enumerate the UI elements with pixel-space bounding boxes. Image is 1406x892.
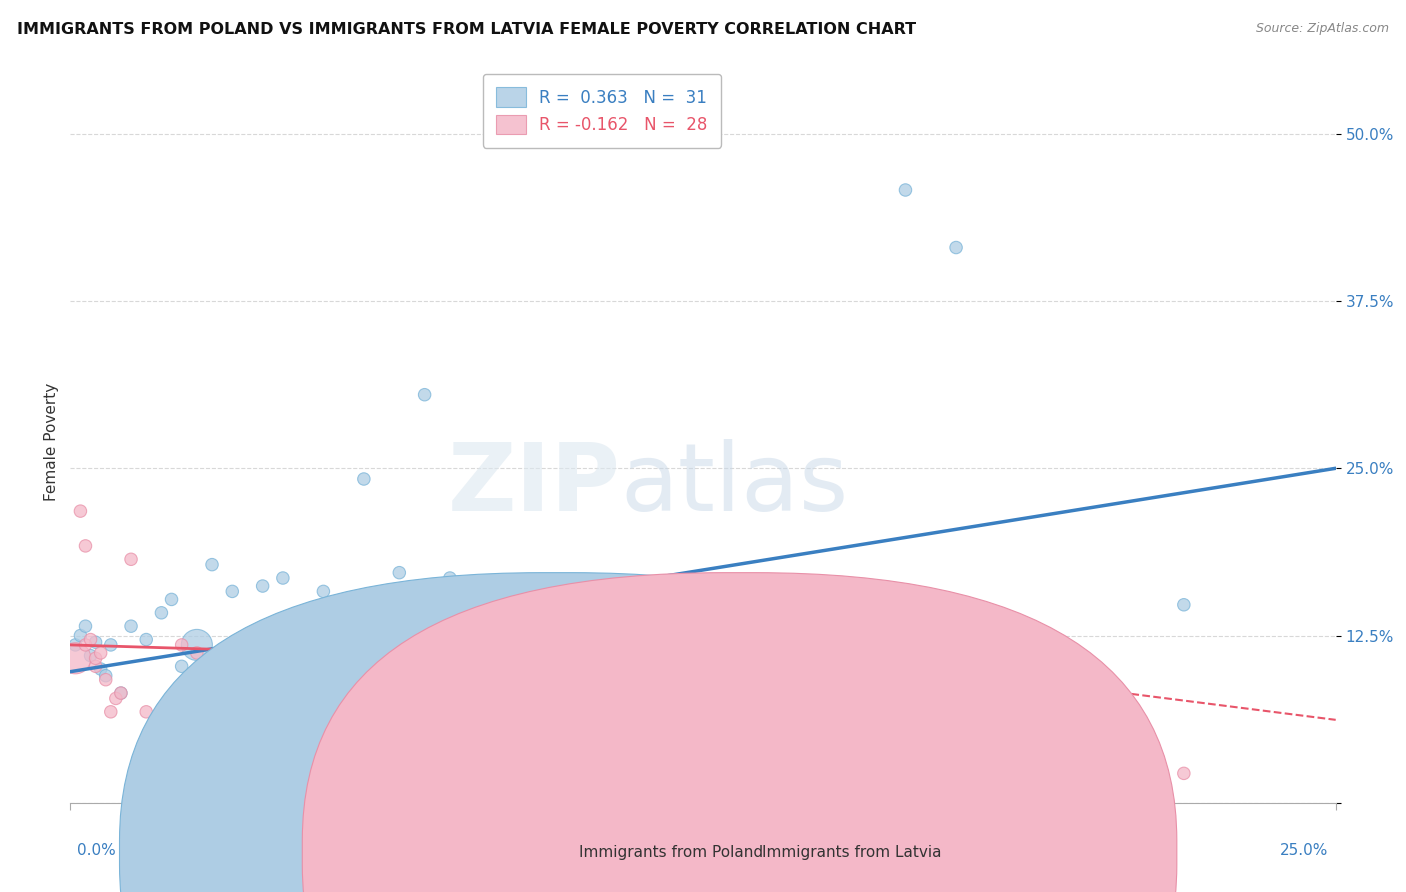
Point	[120, 552, 142, 566]
Point	[186, 646, 208, 660]
Point	[844, 713, 866, 727]
Point	[945, 241, 967, 255]
Legend: R =  0.363   N =  31, R = -0.162   N =  28: R = 0.363 N = 31, R = -0.162 N = 28	[482, 74, 721, 148]
Point	[201, 558, 224, 572]
Point	[110, 686, 132, 700]
Point	[894, 718, 917, 732]
Point	[170, 659, 193, 673]
Point	[717, 673, 740, 687]
Point	[90, 646, 112, 660]
Point	[515, 584, 537, 599]
Point	[439, 571, 461, 585]
Text: Immigrants from Latvia: Immigrants from Latvia	[762, 846, 942, 860]
Point	[353, 472, 375, 486]
Point	[100, 705, 122, 719]
Text: 0.0%: 0.0%	[77, 843, 117, 858]
Point	[894, 183, 917, 197]
Point	[135, 632, 157, 647]
Point	[252, 579, 274, 593]
Point	[160, 731, 183, 746]
Point	[170, 638, 193, 652]
Point	[75, 638, 97, 652]
Point	[100, 638, 122, 652]
Point	[666, 598, 689, 612]
Point	[84, 635, 107, 649]
Y-axis label: Female Poverty: Female Poverty	[44, 383, 59, 500]
Point	[211, 651, 233, 665]
Point	[84, 659, 107, 673]
Point	[388, 566, 411, 580]
Point	[262, 665, 284, 679]
Point	[120, 619, 142, 633]
Point	[221, 584, 243, 599]
Point	[565, 646, 588, 660]
Text: IMMIGRANTS FROM POLAND VS IMMIGRANTS FROM LATVIA FEMALE POVERTY CORRELATION CHAR: IMMIGRANTS FROM POLAND VS IMMIGRANTS FRO…	[17, 22, 915, 37]
Point	[271, 571, 294, 585]
Point	[79, 648, 101, 663]
Point	[110, 686, 132, 700]
Point	[413, 387, 436, 401]
Point	[69, 504, 91, 518]
Point	[135, 705, 157, 719]
Point	[186, 638, 208, 652]
Point	[90, 662, 112, 676]
Point	[65, 651, 87, 665]
Point	[692, 673, 714, 687]
Point	[69, 628, 91, 642]
Text: atlas: atlas	[621, 439, 849, 531]
Text: Immigrants from Poland: Immigrants from Poland	[579, 846, 763, 860]
Point	[1173, 598, 1195, 612]
Point	[150, 606, 173, 620]
Text: Source: ZipAtlas.com: Source: ZipAtlas.com	[1256, 22, 1389, 36]
Text: ZIP: ZIP	[449, 439, 621, 531]
Point	[1173, 766, 1195, 780]
Point	[104, 691, 127, 706]
Point	[337, 598, 360, 612]
Point	[160, 592, 183, 607]
Point	[79, 632, 101, 647]
Point	[388, 705, 411, 719]
Point	[75, 619, 97, 633]
Point	[94, 669, 117, 683]
Point	[75, 539, 97, 553]
Point	[312, 584, 335, 599]
Point	[145, 726, 167, 740]
Point	[474, 584, 496, 599]
Point	[84, 651, 107, 665]
Point	[65, 638, 87, 652]
Point	[945, 739, 967, 754]
Text: 25.0%: 25.0%	[1281, 843, 1329, 858]
Point	[94, 673, 117, 687]
